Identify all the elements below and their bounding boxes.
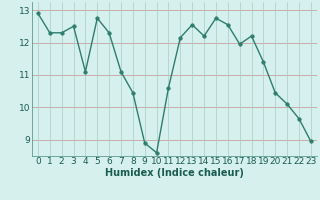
X-axis label: Humidex (Indice chaleur): Humidex (Indice chaleur) bbox=[105, 168, 244, 178]
